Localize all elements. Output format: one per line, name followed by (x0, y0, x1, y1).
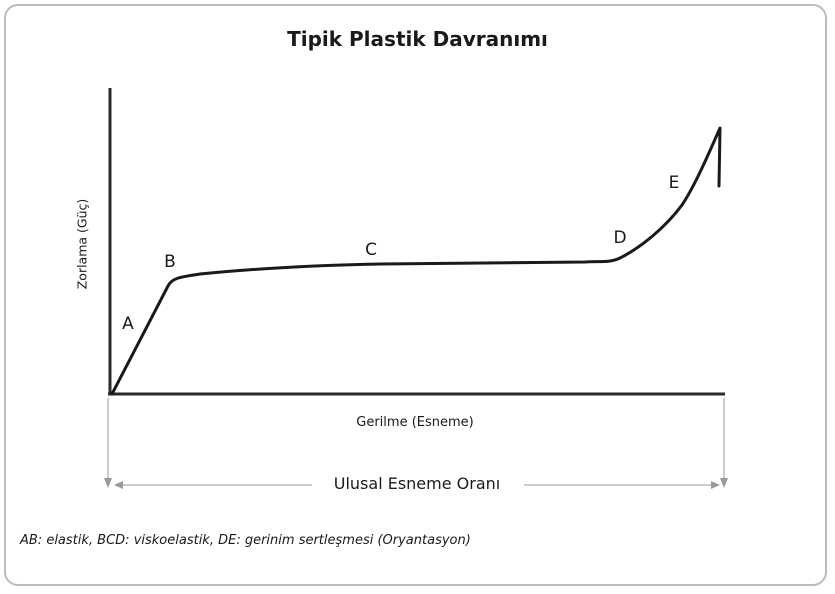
point-label-e: E (668, 173, 680, 193)
stress-strain-curve (110, 126, 722, 396)
point-label-c: C (365, 240, 377, 260)
diagram-title: Tipik Plastik Davranımı (287, 27, 548, 51)
point-label-d: D (613, 228, 627, 248)
point-label-b: B (164, 252, 176, 272)
range-arrow-left-head (114, 481, 123, 489)
y-axis-label: Zorlama (Güç) (74, 198, 90, 290)
left-guide-arrowhead (104, 478, 112, 488)
caption: AB: elastik, BCD: viskoelastik, DE: geri… (20, 533, 471, 548)
x-axis-label: Gerilme (Esneme) (356, 415, 474, 430)
point-label-a: A (122, 314, 134, 334)
right-guide-arrowhead (720, 478, 728, 488)
range-label: Ulusal Esneme Oranı (312, 474, 522, 493)
range-arrow-right-head (711, 481, 720, 489)
